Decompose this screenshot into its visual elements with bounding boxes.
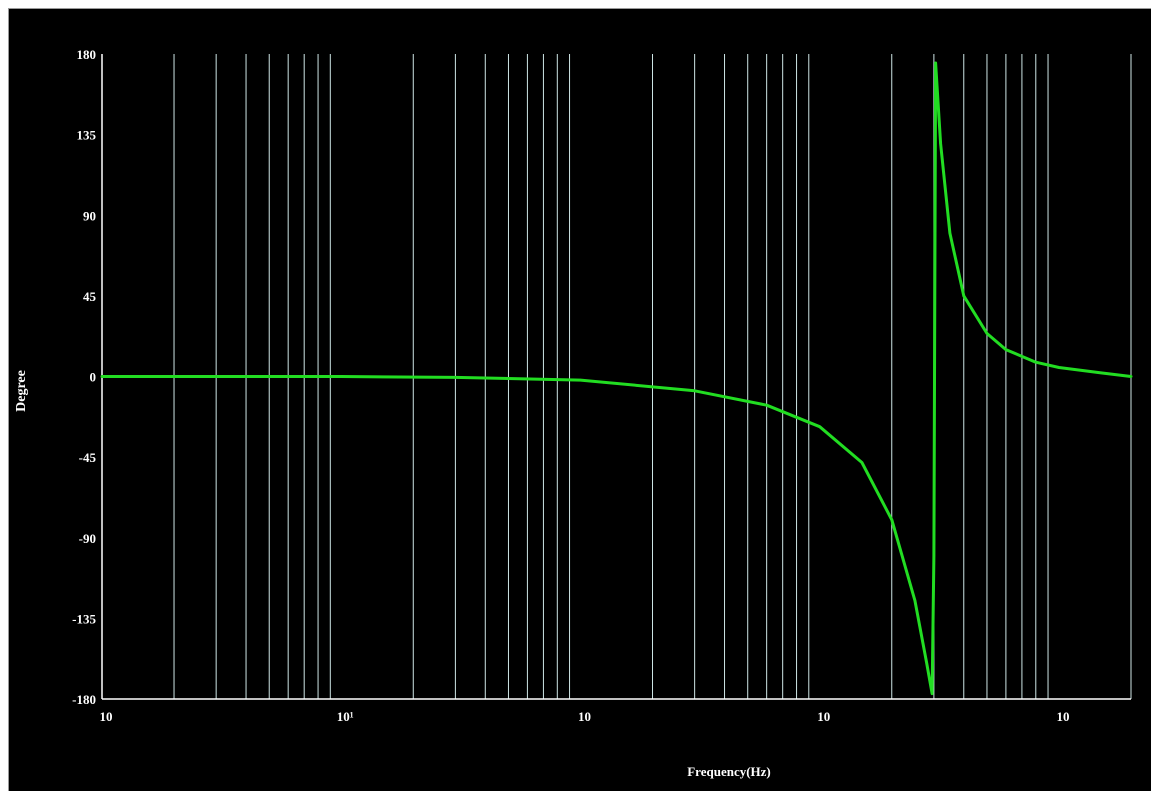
- phase-data-point: [962, 294, 965, 298]
- phase-data-point: [934, 61, 937, 65]
- phase-data-point: [985, 332, 989, 335]
- phase-data-point: [860, 461, 864, 464]
- phase-data-point: [454, 376, 457, 379]
- y-tick-label: -180: [72, 692, 96, 707]
- x-tick-label: 10: [1056, 709, 1069, 724]
- line-layer: [100, 61, 1133, 696]
- phase-data-point: [890, 518, 893, 522]
- chart-window: 180 135 90 45 0 -45 -90 -135 -180 10 10¹ 10 10 10 Deg…: [8, 8, 1151, 791]
- grid-layer: [173, 54, 1132, 699]
- phase-data-point: [932, 554, 936, 557]
- x-tick-label: 10¹: [337, 709, 354, 724]
- phase-data-point: [579, 378, 582, 382]
- x-axis-label: Frequency(Hz): [687, 764, 771, 779]
- phase-data-point: [340, 375, 343, 378]
- y-tick-label: 45: [83, 289, 97, 304]
- y-tick-label: 180: [77, 47, 97, 62]
- phase-data-point: [100, 375, 104, 378]
- phase-data-point: [1057, 366, 1061, 369]
- phase-chart: 180 135 90 45 0 -45 -90 -135 -180 10 10¹ 10 10 10 Deg…: [14, 47, 1133, 779]
- phase-series-line: [100, 61, 1133, 696]
- phase-data-point: [948, 231, 952, 235]
- phase-data-point: [913, 599, 917, 602]
- phase-data-point: [930, 692, 934, 695]
- y-tick-label: 90: [83, 208, 96, 223]
- phase-data-point: [1129, 375, 1133, 378]
- phase-data-point: [925, 661, 928, 665]
- y-axis-label: Degree: [14, 370, 29, 412]
- y-tick-label: -45: [79, 450, 97, 465]
- y-tick-label: -135: [72, 611, 96, 626]
- y-tick-label: 135: [77, 128, 97, 143]
- phase-data-point: [1099, 371, 1103, 375]
- x-tick-label: 10: [817, 709, 830, 724]
- phase-data-point: [1034, 360, 1037, 364]
- phase-data-point: [765, 403, 768, 407]
- phase-data-point: [818, 425, 821, 428]
- phase-data-point: [939, 142, 942, 145]
- x-tick-label: 10: [578, 709, 591, 724]
- phase-data-point: [1004, 348, 1008, 351]
- y-tick-label: 0: [90, 370, 97, 385]
- tick-layer: 180 135 90 45 0 -45 -90 -135 -180 10 10¹ 10 10 10: [72, 47, 1069, 724]
- x-tick-label: 10: [100, 709, 113, 724]
- y-tick-label: -90: [79, 531, 96, 546]
- phase-data-point: [693, 389, 696, 393]
